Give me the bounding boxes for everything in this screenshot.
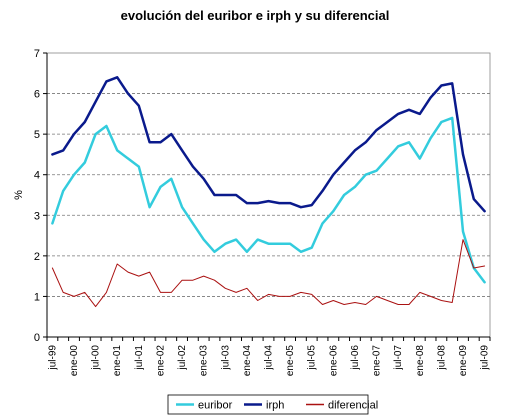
x-tick-label: jul-09 — [480, 345, 491, 371]
x-tick-label: ene-02 — [155, 345, 166, 377]
gridlines — [47, 93, 490, 297]
x-tick-label: jul-05 — [307, 345, 318, 371]
legend-label-euribor: euribor — [198, 400, 233, 412]
x-tick-label: ene-00 — [69, 345, 80, 377]
x-tick-label: ene-03 — [199, 345, 210, 377]
x-tick-label: jul-00 — [91, 345, 102, 371]
x-tick-label: ene-07 — [372, 345, 383, 377]
x-tick-label: jul-07 — [393, 345, 404, 371]
x-tick-label: jul-08 — [436, 345, 447, 371]
y-tick-label: 1 — [34, 291, 40, 303]
legend-box — [167, 394, 369, 415]
y-tick-label: 5 — [34, 129, 40, 141]
legend-label-diferencial: diferencial — [328, 400, 378, 412]
series-line-irph — [51, 76, 486, 213]
y-tick-label: 3 — [34, 210, 40, 222]
y-tick-label: 0 — [34, 332, 40, 344]
series-line-diferencial — [51, 239, 486, 308]
y-axis-label: % — [13, 190, 25, 200]
series-lines — [51, 76, 486, 308]
x-tick-label: ene-09 — [458, 345, 469, 377]
x-tick-label: ene-04 — [242, 345, 253, 377]
y-tick-label: 4 — [34, 170, 40, 182]
x-tick-label: jul-99 — [47, 345, 58, 371]
chart-title: evolución del euribor e irph y su difere… — [121, 8, 390, 23]
x-tick-label: jul-04 — [264, 345, 275, 371]
y-tick-label: 6 — [34, 89, 40, 101]
y-tick-label: 7 — [34, 48, 40, 60]
x-tick-label: ene-01 — [112, 345, 123, 377]
x-tick-label: jul-02 — [177, 345, 188, 371]
y-tick-label: 2 — [34, 251, 40, 263]
series-line-euribor — [51, 116, 486, 284]
x-axis: jul-99 ene-00 jul-00 ene-01 jul-01 ene-02 jul-… — [46, 336, 491, 377]
x-tick-label: ene-08 — [415, 345, 426, 377]
x-tick-label: ene-05 — [285, 345, 296, 377]
x-tick-label: jul-03 — [220, 345, 231, 371]
x-tick-label: jul-06 — [350, 345, 361, 371]
legend: euribor irph diferencial — [167, 394, 378, 415]
legend-label-irph: irph — [266, 400, 284, 412]
x-tick-label: jul-01 — [134, 345, 145, 371]
x-tick-label: ene-06 — [328, 345, 339, 377]
y-axis: 0 1 2 3 4 5 6 7 — [34, 48, 48, 344]
